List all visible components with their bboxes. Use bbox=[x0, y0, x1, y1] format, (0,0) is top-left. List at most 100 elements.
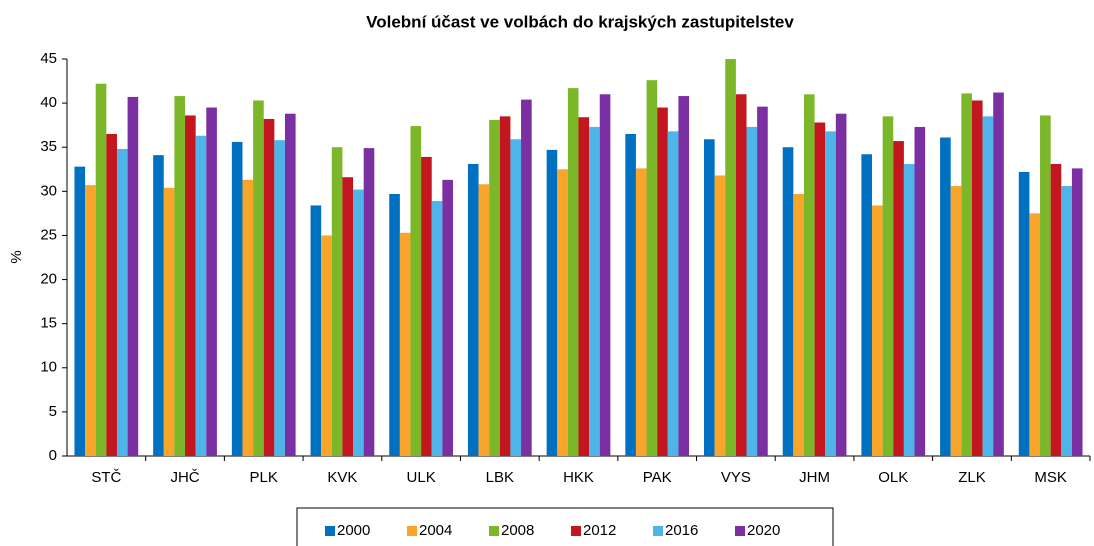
legend-swatch bbox=[653, 526, 663, 536]
y-tick-label: 45 bbox=[40, 50, 57, 67]
bar bbox=[499, 116, 511, 456]
bar bbox=[342, 177, 354, 456]
bar bbox=[803, 94, 815, 457]
bar bbox=[274, 140, 285, 457]
bar bbox=[1071, 168, 1083, 456]
chart-title: Volební účast ve volbách do krajských za… bbox=[366, 12, 794, 31]
bar bbox=[521, 99, 532, 457]
bar bbox=[635, 168, 647, 456]
x-tick-label: HKK bbox=[563, 469, 594, 486]
bar bbox=[478, 184, 490, 456]
legend-swatch bbox=[489, 526, 499, 536]
bar bbox=[646, 80, 658, 456]
bar bbox=[510, 139, 522, 456]
bar bbox=[389, 193, 400, 457]
bar bbox=[421, 156, 432, 456]
bar bbox=[567, 88, 579, 456]
y-axis-label: % bbox=[8, 250, 25, 263]
bar bbox=[263, 118, 275, 456]
bar bbox=[557, 169, 568, 456]
bar bbox=[310, 205, 322, 456]
bar bbox=[153, 155, 164, 456]
y-tick-label: 10 bbox=[40, 359, 57, 376]
bar bbox=[163, 187, 175, 456]
legend-label: 2012 bbox=[583, 522, 616, 539]
bar bbox=[971, 100, 983, 456]
x-tick-label: ZLK bbox=[958, 469, 986, 486]
bar bbox=[872, 205, 883, 456]
bar bbox=[95, 83, 107, 457]
bar bbox=[589, 126, 600, 456]
bar bbox=[1061, 186, 1072, 457]
bar bbox=[814, 122, 826, 457]
bar bbox=[1018, 171, 1030, 456]
x-tick-label: KVK bbox=[327, 469, 357, 486]
bar bbox=[467, 163, 479, 457]
bar bbox=[546, 149, 558, 456]
legend-swatch bbox=[325, 526, 335, 536]
bar bbox=[599, 94, 611, 457]
x-tick-label: PLK bbox=[250, 469, 278, 486]
bar bbox=[982, 116, 994, 456]
bar bbox=[757, 106, 768, 456]
bar bbox=[331, 147, 343, 456]
bar bbox=[678, 96, 690, 456]
legend-swatch bbox=[735, 526, 745, 536]
bar bbox=[185, 115, 196, 456]
bar bbox=[993, 92, 1004, 456]
bar bbox=[657, 107, 668, 457]
bar bbox=[835, 113, 847, 456]
bar bbox=[903, 163, 915, 457]
legend-label: 2008 bbox=[501, 522, 534, 539]
bar bbox=[231, 141, 243, 456]
y-tick-label: 35 bbox=[40, 138, 57, 155]
bar bbox=[284, 113, 296, 456]
bar bbox=[1050, 163, 1062, 457]
y-tick-label: 20 bbox=[40, 271, 57, 288]
bar bbox=[914, 126, 926, 456]
legend-label: 2000 bbox=[337, 522, 370, 539]
x-tick-label: JHM bbox=[799, 469, 830, 486]
y-tick-label: 15 bbox=[40, 315, 57, 332]
bar bbox=[85, 185, 96, 456]
bar bbox=[704, 139, 715, 456]
bar bbox=[431, 201, 443, 456]
bar bbox=[861, 154, 873, 456]
y-tick-label: 25 bbox=[40, 226, 57, 243]
bar bbox=[116, 148, 128, 456]
x-tick-label: LBK bbox=[486, 469, 514, 486]
bar bbox=[206, 107, 217, 457]
x-tick-label: MSK bbox=[1034, 469, 1067, 486]
bar bbox=[714, 175, 726, 456]
bar bbox=[321, 235, 332, 456]
bar bbox=[882, 116, 894, 456]
bar bbox=[667, 131, 679, 456]
legend-label: 2020 bbox=[747, 522, 780, 539]
y-tick-label: 0 bbox=[49, 447, 57, 464]
bar bbox=[940, 137, 951, 457]
x-tick-label: STČ bbox=[91, 469, 121, 486]
bar bbox=[725, 59, 736, 456]
bar bbox=[195, 135, 207, 456]
bar bbox=[578, 117, 590, 456]
bar bbox=[961, 93, 972, 456]
bar bbox=[625, 133, 636, 456]
bar bbox=[242, 179, 254, 456]
bar bbox=[127, 96, 139, 457]
bar bbox=[950, 186, 962, 457]
bar bbox=[825, 131, 836, 456]
bar bbox=[793, 193, 804, 457]
y-tick-label: 30 bbox=[40, 182, 57, 199]
y-tick-label: 5 bbox=[49, 403, 57, 420]
bar bbox=[410, 126, 422, 456]
x-tick-label: VYS bbox=[721, 469, 751, 486]
legend-swatch bbox=[407, 526, 417, 536]
bar bbox=[253, 100, 264, 456]
bar bbox=[353, 189, 364, 456]
bar bbox=[489, 119, 500, 456]
x-tick-label: ULK bbox=[407, 469, 436, 486]
legend-label: 2016 bbox=[665, 522, 698, 539]
bar bbox=[399, 232, 411, 456]
bar bbox=[174, 96, 186, 456]
